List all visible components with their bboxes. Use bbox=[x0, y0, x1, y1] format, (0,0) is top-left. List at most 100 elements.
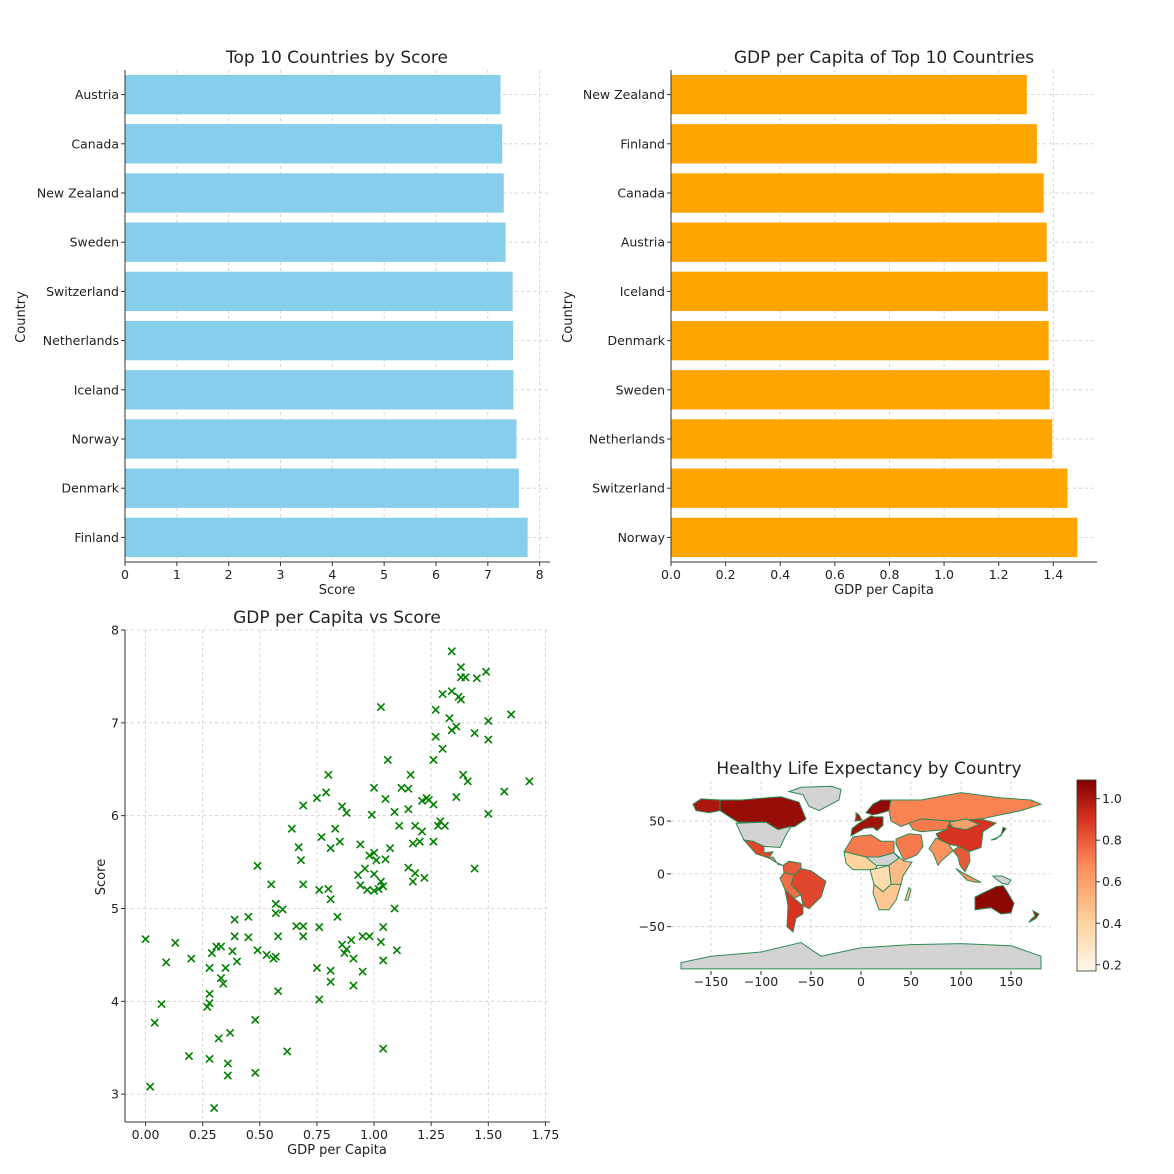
scatter-point bbox=[299, 921, 308, 931]
scatter-point bbox=[481, 667, 491, 676]
scatter-point bbox=[273, 986, 283, 996]
category-label: Switzerland bbox=[46, 284, 119, 299]
scatter-point bbox=[321, 788, 331, 797]
bar bbox=[125, 419, 517, 459]
x-tick-label: 100 bbox=[949, 974, 973, 989]
scatter-point bbox=[369, 848, 379, 857]
x-tick-label: 6 bbox=[432, 567, 440, 582]
x-tick-label: 150 bbox=[999, 974, 1023, 989]
x-tick-label: 5 bbox=[380, 567, 388, 582]
scatter-point bbox=[379, 956, 388, 965]
x-tick-label: 0 bbox=[857, 974, 865, 989]
scatter-point bbox=[358, 932, 367, 941]
bar bbox=[671, 320, 1049, 361]
scatter-point bbox=[417, 827, 427, 836]
scatter-point bbox=[203, 1002, 212, 1012]
scatter-point bbox=[315, 922, 324, 932]
colorbar-tick-label: 0.6 bbox=[1102, 874, 1122, 889]
scatter-point bbox=[452, 792, 461, 802]
scatter-point bbox=[324, 770, 333, 779]
y-tick-label: 4 bbox=[111, 994, 119, 1009]
scatter-point bbox=[440, 821, 450, 831]
scatter-chart-grid bbox=[125, 629, 550, 1122]
bar bbox=[125, 124, 503, 164]
scatter-point bbox=[141, 934, 150, 944]
scatter-point bbox=[500, 787, 509, 796]
x-tick-label: 0.00 bbox=[132, 1127, 160, 1142]
x-tick-label: −50 bbox=[798, 974, 824, 989]
scatter-point bbox=[429, 837, 438, 846]
scatter-point bbox=[404, 863, 413, 872]
scatter-point bbox=[472, 674, 482, 683]
gdp-chart-ylabel: Country bbox=[561, 291, 576, 343]
scatter-point bbox=[326, 895, 335, 904]
category-label: Austria bbox=[621, 235, 665, 250]
x-tick-label: 1 bbox=[173, 567, 181, 582]
bar bbox=[125, 320, 514, 361]
x-tick-label: 2 bbox=[225, 567, 233, 582]
scatter-point bbox=[376, 702, 386, 712]
bar bbox=[671, 222, 1047, 262]
map-axes: −150 −100 −50 0 50 100 150 50 0 −50 bbox=[639, 814, 1023, 989]
scatter-point bbox=[161, 958, 171, 967]
score-chart-ylabel: Country bbox=[14, 291, 29, 343]
scatter-point bbox=[337, 802, 347, 811]
category-label: Switzerland bbox=[592, 481, 665, 496]
country-region bbox=[990, 826, 1007, 841]
country-region bbox=[784, 888, 804, 933]
bar bbox=[671, 370, 1050, 410]
country-region bbox=[955, 868, 982, 883]
scatter-point bbox=[205, 999, 214, 1008]
scatter-point bbox=[406, 770, 415, 779]
scatter-point bbox=[150, 1018, 159, 1027]
x-tick-label: 0.75 bbox=[303, 1127, 331, 1142]
scatter-point bbox=[408, 877, 418, 886]
scatter-point bbox=[145, 1082, 155, 1091]
country-region bbox=[865, 799, 892, 816]
scatter-point bbox=[365, 932, 374, 941]
scatter-point bbox=[326, 843, 335, 853]
country-region bbox=[850, 815, 884, 837]
scatter-point bbox=[331, 824, 340, 833]
scatter-point bbox=[157, 999, 166, 1009]
scatter-point bbox=[420, 873, 429, 883]
score-chart-title: Top 10 Countries by Score bbox=[225, 48, 448, 68]
scatter-point bbox=[506, 710, 516, 719]
colorbar-tick-label: 0.2 bbox=[1102, 957, 1122, 972]
category-label: New Zealand bbox=[583, 87, 665, 102]
scatter-point bbox=[349, 954, 358, 963]
scatter-point bbox=[381, 794, 390, 804]
colorbar-ticks: 0.2 0.4 0.6 0.8 1.0 bbox=[1096, 791, 1122, 972]
scatter-point bbox=[187, 954, 196, 963]
scatter-point bbox=[367, 810, 376, 819]
category-label: Norway bbox=[72, 432, 120, 447]
scatter-point bbox=[342, 808, 351, 818]
x-tick-label: 1.2 bbox=[989, 567, 1009, 582]
scatter-chart-axes: 0.00 0.25 0.50 0.75 1.00 1.25 1.50 1.75 3 4 5 6 7 8 bbox=[111, 623, 559, 1143]
y-tick-label: 5 bbox=[111, 901, 119, 916]
scatter-point bbox=[376, 937, 386, 947]
x-tick-label: 1.25 bbox=[417, 1127, 445, 1142]
category-label: Sweden bbox=[70, 235, 119, 250]
category-label: Finland bbox=[74, 530, 119, 545]
map-regions bbox=[680, 785, 1043, 970]
category-label: Canada bbox=[617, 186, 665, 201]
scatter-point bbox=[381, 855, 390, 864]
scatter-point bbox=[244, 933, 253, 942]
scatter-point bbox=[463, 777, 472, 786]
x-tick-label: 4 bbox=[328, 567, 336, 582]
life-expectancy-map: Healthy Life Expectancy by Country −150−… bbox=[639, 759, 1122, 989]
scatter-point bbox=[244, 912, 253, 922]
scatter-point bbox=[376, 877, 386, 886]
scatter-point bbox=[324, 884, 333, 894]
bar bbox=[671, 517, 1078, 558]
scatter-point bbox=[251, 1015, 260, 1025]
x-tick-label: 0.0 bbox=[661, 567, 681, 582]
y-tick-label: 8 bbox=[111, 623, 119, 638]
scatter-point bbox=[317, 832, 326, 842]
scatter-point bbox=[461, 673, 470, 682]
gdp-bar-chart: GDP per Capita of Top 10 Countries Norwa… bbox=[561, 48, 1097, 598]
country-region bbox=[854, 811, 863, 822]
category-label: Iceland bbox=[74, 382, 119, 397]
